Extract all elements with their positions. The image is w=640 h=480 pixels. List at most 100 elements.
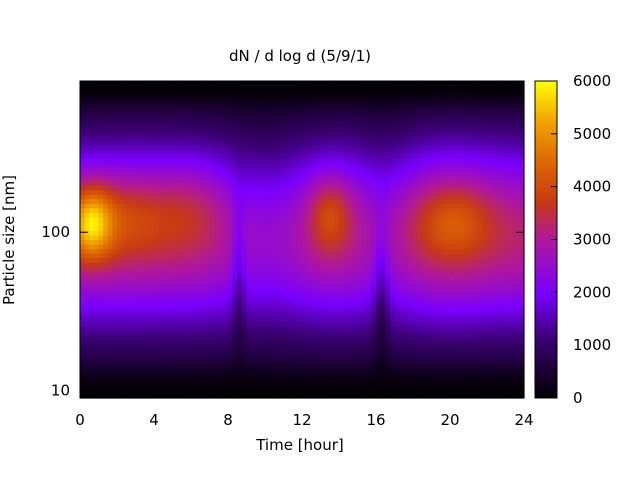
heatmap-cell [112,289,118,295]
heatmap-cell [255,198,261,204]
heatmap-cell [505,379,511,386]
heatmap-cell [130,357,137,363]
heatmap-cell [297,388,303,395]
heatmap-cell [283,284,289,290]
heatmap-cell [195,207,201,213]
heatmap-cell [487,257,493,263]
heatmap-cell [140,216,146,222]
heatmap-cell [417,230,423,236]
heatmap-cell [251,171,257,177]
heatmap-cell [218,180,224,186]
heatmap-cell [362,239,368,245]
heatmap-cell [103,171,109,177]
heatmap-cell [204,234,211,241]
heatmap-cell [292,167,298,173]
heatmap-cell [214,388,220,395]
heatmap-cell [158,384,164,390]
heatmap-cell [209,321,215,327]
heatmap-cell [468,262,474,268]
heatmap-cell [237,225,243,232]
heatmap-cell [103,293,109,299]
heatmap-cell [177,207,183,213]
heatmap-cell [214,370,220,376]
heatmap-cell [311,257,317,263]
heatmap-cell [154,352,160,358]
heatmap-cell [209,271,215,277]
heatmap-cell [80,198,86,204]
heatmap-cell [93,216,100,222]
heatmap-cell [426,176,433,182]
heatmap-cell [445,253,451,259]
heatmap-cell [302,343,308,349]
heatmap-cell [103,194,109,200]
heatmap-cell [260,176,266,182]
heatmap-cell [223,302,229,309]
heatmap-cell [241,361,248,367]
heatmap-cell [371,384,377,390]
heatmap-cell [232,253,238,259]
heatmap-cell [144,262,150,268]
heatmap-cell [454,357,460,363]
heatmap-cell [246,393,252,399]
heatmap-cell [181,239,187,245]
heatmap-cell [172,334,178,340]
heatmap-cell [510,375,516,381]
heatmap-cell [468,216,474,222]
heatmap-cell [422,185,428,191]
heatmap-cell [255,248,261,254]
heatmap-cell [339,321,345,327]
heatmap-cell [144,167,150,173]
heatmap-cell [269,370,275,376]
heatmap-cell [89,244,95,250]
heatmap-cell [482,239,488,245]
heatmap-cell [339,176,345,182]
heatmap-cell [154,176,160,182]
heatmap-cell [343,194,349,200]
heatmap-cell [186,280,192,286]
heatmap-cell [84,162,90,168]
heatmap-cell [445,194,451,200]
heatmap-cell [112,171,118,177]
heatmap-cell [385,171,391,177]
heatmap-cell [149,384,155,390]
heatmap-cell [482,275,488,281]
heatmap-cell [408,216,414,222]
heatmap-cell [459,253,465,259]
heatmap-cell [482,280,488,286]
heatmap-cell [149,266,155,272]
heatmap-cell [320,216,326,222]
heatmap-cell [380,244,386,250]
heatmap-cell [399,348,405,354]
heatmap-cell [117,189,123,195]
heatmap-cell [417,221,423,227]
heatmap-cell [491,289,497,295]
heatmap-cell [163,343,169,349]
heatmap-cell [288,244,294,250]
heatmap-cell [315,262,322,268]
heatmap-cell [195,330,201,336]
heatmap-cell [399,302,405,309]
heatmap-cell [209,330,215,336]
heatmap-cell [431,361,437,367]
heatmap-cell [468,375,474,381]
heatmap-cell [371,393,377,399]
heatmap-cell [436,298,442,304]
heatmap-cell [311,185,317,191]
heatmap-cell [399,284,405,290]
heatmap-cell [329,266,335,272]
heatmap-cell [491,284,497,290]
heatmap-cell [181,253,187,259]
heatmap-cell [237,194,243,200]
heatmap-cell [399,216,405,222]
heatmap-cell [158,271,164,277]
heatmap-cell [126,311,132,318]
heatmap-cell [431,348,437,354]
heatmap-cell [459,225,465,232]
heatmap-cell [500,271,507,277]
heatmap-cell [140,271,146,277]
heatmap-cell [399,212,405,218]
heatmap-cell [89,348,95,354]
heatmap-cell [158,253,164,259]
heatmap-cell [251,257,257,263]
heatmap-cell [288,325,294,331]
